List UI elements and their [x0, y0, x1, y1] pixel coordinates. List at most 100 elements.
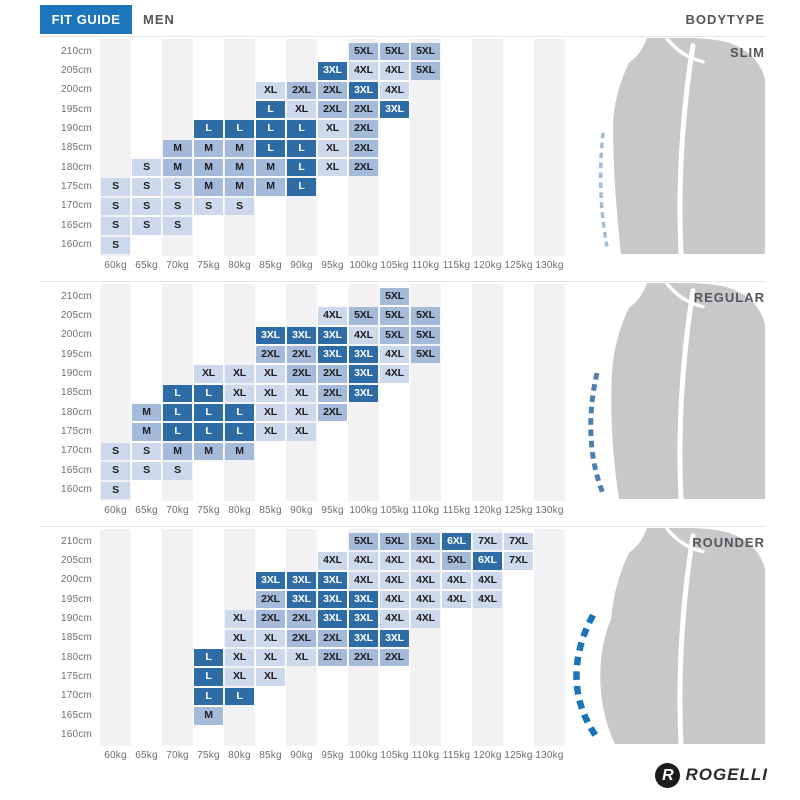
size-cell: L: [194, 687, 223, 706]
size-cell: L: [287, 139, 316, 158]
column-stripe: [534, 529, 565, 746]
size-cell: 4XL: [411, 610, 440, 628]
weight-axis-label: 75kg: [197, 259, 220, 271]
height-axis-label: 175cm: [60, 180, 92, 192]
size-cell: XL: [225, 649, 254, 667]
size-cell: 4XL: [473, 591, 502, 609]
size-cell: 3XL: [256, 326, 285, 345]
size-cell: XL: [287, 423, 316, 441]
size-cell: 5XL: [411, 326, 440, 345]
size-cell: L: [194, 120, 223, 138]
size-cell: 7XL: [473, 533, 502, 551]
size-cell: L: [225, 404, 254, 422]
size-cell: XL: [256, 423, 285, 441]
size-cell: L: [163, 384, 192, 403]
size-cell: M: [225, 442, 254, 461]
size-cell: S: [101, 481, 130, 499]
size-cell: 3XL: [287, 591, 316, 609]
size-cell: S: [163, 197, 192, 216]
size-cell: 5XL: [380, 307, 409, 325]
size-cell: L: [194, 423, 223, 441]
weight-axis-label: 95kg: [321, 259, 344, 271]
height-axis-label: 175cm: [60, 425, 92, 437]
size-cell: 4XL: [473, 571, 502, 590]
size-cell: 2XL: [256, 610, 285, 628]
height-axis-label: 165cm: [60, 464, 92, 476]
size-cell: 3XL: [349, 629, 378, 648]
size-cell: 2XL: [318, 101, 347, 119]
column-stripe: [534, 284, 565, 501]
size-cell: 2XL: [349, 139, 378, 158]
size-cell: M: [194, 139, 223, 158]
height-axis-label: 185cm: [60, 632, 92, 644]
weight-axis-label: 125kg: [504, 259, 533, 271]
weight-axis-label: 100kg: [349, 749, 378, 761]
size-cell: 4XL: [349, 62, 378, 80]
fit-guide-badge: FIT GUIDE: [40, 5, 132, 34]
size-cell: 5XL: [411, 346, 440, 364]
size-cell: XL: [256, 384, 285, 403]
size-cell: 3XL: [318, 610, 347, 628]
weight-axis-label: 120kg: [473, 504, 502, 516]
weight-axis-label: 85kg: [259, 504, 282, 516]
size-cell: L: [225, 423, 254, 441]
size-cell: XL: [225, 610, 254, 628]
size-cell: 3XL: [318, 346, 347, 364]
size-cell: 3XL: [287, 326, 316, 345]
bodytype-label-slim: SLIM: [729, 45, 765, 60]
weight-axis-label: 65kg: [135, 749, 158, 761]
size-cell: 3XL: [349, 365, 378, 383]
size-cell: XL: [225, 384, 254, 403]
size-cell: 5XL: [349, 307, 378, 325]
size-cell: 5XL: [411, 533, 440, 551]
height-axis-label: 165cm: [60, 219, 92, 231]
brand-logo: R ROGELLI: [655, 760, 768, 790]
size-cell: 2XL: [256, 346, 285, 364]
size-cell: M: [132, 404, 161, 422]
height-axis-label: 170cm: [60, 690, 92, 702]
size-cell: XL: [287, 384, 316, 403]
brand-logo-text: ROGELLI: [685, 765, 768, 784]
weight-axis-label: 80kg: [228, 749, 251, 761]
size-cell: 2XL: [318, 629, 347, 648]
size-cell: 3XL: [349, 81, 378, 100]
weight-axis-label: 80kg: [228, 504, 251, 516]
height-axis-label: 175cm: [60, 670, 92, 682]
weight-axis-label: 100kg: [349, 504, 378, 516]
size-cell: 4XL: [349, 571, 378, 590]
weight-axis-label: 95kg: [321, 749, 344, 761]
size-cell: 4XL: [411, 571, 440, 590]
weight-axis-label: 105kg: [380, 749, 409, 761]
size-cell: XL: [256, 365, 285, 383]
size-cell: 3XL: [349, 384, 378, 403]
height-axis-label: 165cm: [60, 709, 92, 721]
size-cell: M: [225, 139, 254, 158]
size-cell: M: [194, 707, 223, 725]
weight-axis-label: 65kg: [135, 504, 158, 516]
fit-chart-rounder: ROUNDER 60kg 65kg 70kg 75kg 80kg 85kg 90kg 95kg…: [0, 526, 800, 771]
size-cell: 4XL: [349, 552, 378, 570]
size-cell: L: [194, 668, 223, 686]
size-cell: 2XL: [349, 101, 378, 119]
size-cell: L: [287, 159, 316, 177]
height-axis-label: 180cm: [60, 161, 92, 173]
size-cell: 3XL: [349, 591, 378, 609]
height-axis-label: 195cm: [60, 103, 92, 115]
weight-axis-label: 130kg: [535, 259, 564, 271]
size-cell: 4XL: [380, 62, 409, 80]
size-cell: S: [101, 442, 130, 461]
size-cell: 5XL: [380, 326, 409, 345]
height-axis-label: 180cm: [60, 406, 92, 418]
size-cell: M: [163, 139, 192, 158]
size-cell: XL: [225, 365, 254, 383]
size-cell: XL: [318, 139, 347, 158]
fit-chart-regular: REGULAR 60kg 65kg 70kg 75kg 80kg 85kg 90kg 95kg…: [0, 281, 800, 526]
size-cell: S: [163, 178, 192, 196]
height-axis-label: 205cm: [60, 554, 92, 566]
size-cell: 2XL: [318, 81, 347, 100]
bodytype-heading: BODYTYPE: [685, 12, 765, 27]
size-cell: L: [225, 687, 254, 706]
height-axis-label: 160cm: [60, 239, 92, 250]
weight-axis-label: 60kg: [104, 259, 127, 271]
size-cell: L: [287, 178, 316, 196]
